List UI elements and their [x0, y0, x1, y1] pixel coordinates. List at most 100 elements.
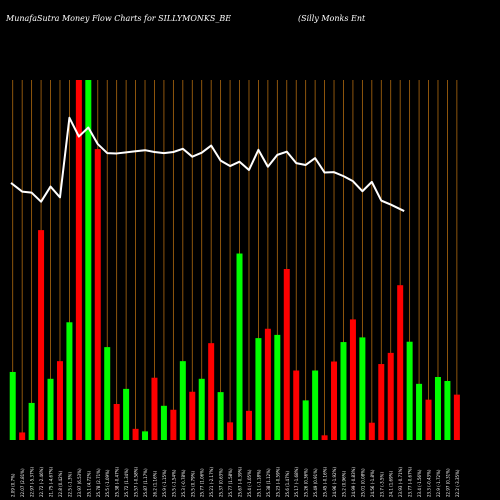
price-line-layer [10, 116, 405, 212]
x-tick-label: 25.9 (-1.15%) [162, 469, 167, 497]
volume-bars [9, 80, 460, 440]
x-tick-label: 23.97 (6.53%) [77, 468, 82, 497]
grid-layer [12, 80, 458, 440]
volume-bar [378, 364, 385, 440]
volume-bar [85, 80, 92, 440]
volume-bar [245, 410, 252, 440]
volume-bar [104, 347, 111, 440]
x-tick-label: 22.5 (-1.3%) [67, 472, 72, 497]
volume-bar [425, 399, 432, 440]
volume-bar [179, 361, 186, 440]
volume-bar [312, 370, 319, 440]
x-tick-label: 25.17 (-1.68%) [294, 467, 299, 497]
company-name: (Silly Monks Ent [298, 14, 366, 23]
x-tick-label: 25.57 (-0.58%) [134, 467, 139, 497]
x-tick-label: 24.1 (1.69%) [389, 471, 394, 497]
volume-bar [94, 149, 101, 440]
volume-bar [189, 391, 196, 440]
volume-bar [28, 402, 35, 440]
volume-bar [151, 377, 158, 440]
volume-bar [123, 388, 130, 440]
volume-bar [198, 378, 205, 440]
x-tick-label: 22.8 (0.42%) [58, 471, 63, 497]
x-tick-label: 25.38 (-0.47%) [115, 467, 120, 497]
x-tick-labels: 2.09 (0.7%) 22.07 (2.81%) 22.97 (-5.37%) 22… [11, 467, 460, 497]
x-tick-label: 25.49 (0.91%) [313, 468, 318, 497]
volume-bar [264, 328, 271, 440]
x-tick-label: 21.75 (-4.67%) [49, 467, 54, 497]
volume-bar [340, 342, 347, 440]
x-tick-label: 23.3 (-0.43%) [427, 469, 432, 497]
x-tick-label: 25.1 (4.72%) [86, 471, 91, 497]
x-tick-label: 25.5 (-1.09%) [105, 469, 110, 497]
x-tick-label: 26.2 (1.16%) [152, 471, 157, 497]
x-tick-label: 24.56 (-1.8%) [370, 469, 375, 497]
x-tick-label: 25.87 (1.17%) [143, 468, 148, 497]
x-tick-label: 22.97 (-5.37%) [30, 467, 35, 497]
x-tick-label: 25.6 (1.47%) [285, 471, 290, 497]
x-tick-label: 25.4 (-1.05%) [247, 469, 252, 497]
volume-bar [38, 230, 45, 440]
volume-bar [359, 337, 366, 440]
x-tick-label: 25.21 (-2.17%) [209, 467, 214, 497]
volume-bar [387, 352, 394, 440]
volume-bar [255, 338, 262, 440]
volume-bar [236, 253, 243, 440]
volume-bar [160, 405, 167, 440]
chart-title: MunafaSutra Money Flow Charts for SILLYM… [6, 14, 232, 23]
x-tick-label: 25.38 (1.12%) [266, 468, 271, 497]
x-tick-label: 25.78 (2.71%) [96, 468, 101, 497]
volume-bar [283, 269, 290, 440]
x-tick-label: 24.99 (-0.83%) [351, 467, 356, 497]
volume-bar [19, 432, 26, 440]
volume-bar [217, 392, 224, 440]
x-tick-label: 23.93 (-0.71%) [398, 467, 403, 497]
x-tick-label: 24.96 (-1.92%) [332, 467, 337, 497]
volume-bar [453, 394, 460, 440]
volume-bar [416, 383, 423, 440]
volume-bar [349, 319, 356, 440]
x-tick-label: 25.5 (0.79%) [190, 471, 195, 497]
volume-bar [434, 377, 441, 440]
x-tick-label: 22.2 (-3.35%) [455, 469, 460, 497]
volume-bar [274, 334, 281, 440]
volume-bar [66, 322, 73, 440]
x-tick-label: 25.72 (1.34%) [124, 468, 129, 497]
x-tick-label: 25.3 (-0.78%) [181, 469, 186, 497]
volume-bar [113, 404, 120, 440]
x-tick-label: 25.67 (-0.39%) [238, 467, 243, 497]
volume-bar [9, 371, 16, 440]
volume-bar [47, 378, 54, 440]
x-tick-label: 25.1 (-1.18%) [256, 469, 261, 497]
volume-bar [302, 400, 309, 440]
x-tick-label: 23.4 (-1.56%) [417, 469, 422, 497]
x-tick-label: 25.2 (0.96%) [341, 471, 346, 497]
volume-bar [75, 80, 82, 440]
volume-bar [293, 370, 300, 440]
volume-bar [444, 380, 451, 440]
volume-bar [170, 409, 177, 440]
x-tick-label: 22.07 (2.81%) [20, 468, 25, 497]
volume-bar [406, 341, 413, 440]
volume-bar [331, 361, 338, 440]
volume-bar [132, 428, 139, 440]
x-tick-label: 22.9 (-1.72%) [436, 469, 441, 497]
x-tick-label: 25.45 (-0.16%) [323, 467, 328, 497]
x-tick-label: 2.09 (0.7%) [11, 473, 16, 497]
x-tick-label: 25.37 (0.63%) [219, 468, 224, 497]
x-tick-label: 25.26 (0.36%) [304, 468, 309, 497]
volume-bar [368, 422, 375, 440]
price-line [10, 116, 405, 212]
volume-bar [142, 431, 149, 440]
x-tick-label: 22.72 (-2.46%) [39, 467, 44, 497]
x-tick-label: 25.77 (1.58%) [228, 468, 233, 497]
x-tick-label: 22.97 (0.31%) [445, 468, 450, 497]
volume-bar [321, 435, 328, 440]
x-tick-label: 23.7 (-3.5%) [379, 472, 384, 497]
volume-bar [397, 285, 404, 440]
x-tick-label: 25.01 (0.08%) [360, 468, 365, 497]
x-tick-label: 25.5 (-1.54%) [171, 469, 176, 497]
x-tick-label: 25.23 (-0.59%) [275, 467, 280, 497]
volume-bar [208, 343, 215, 440]
